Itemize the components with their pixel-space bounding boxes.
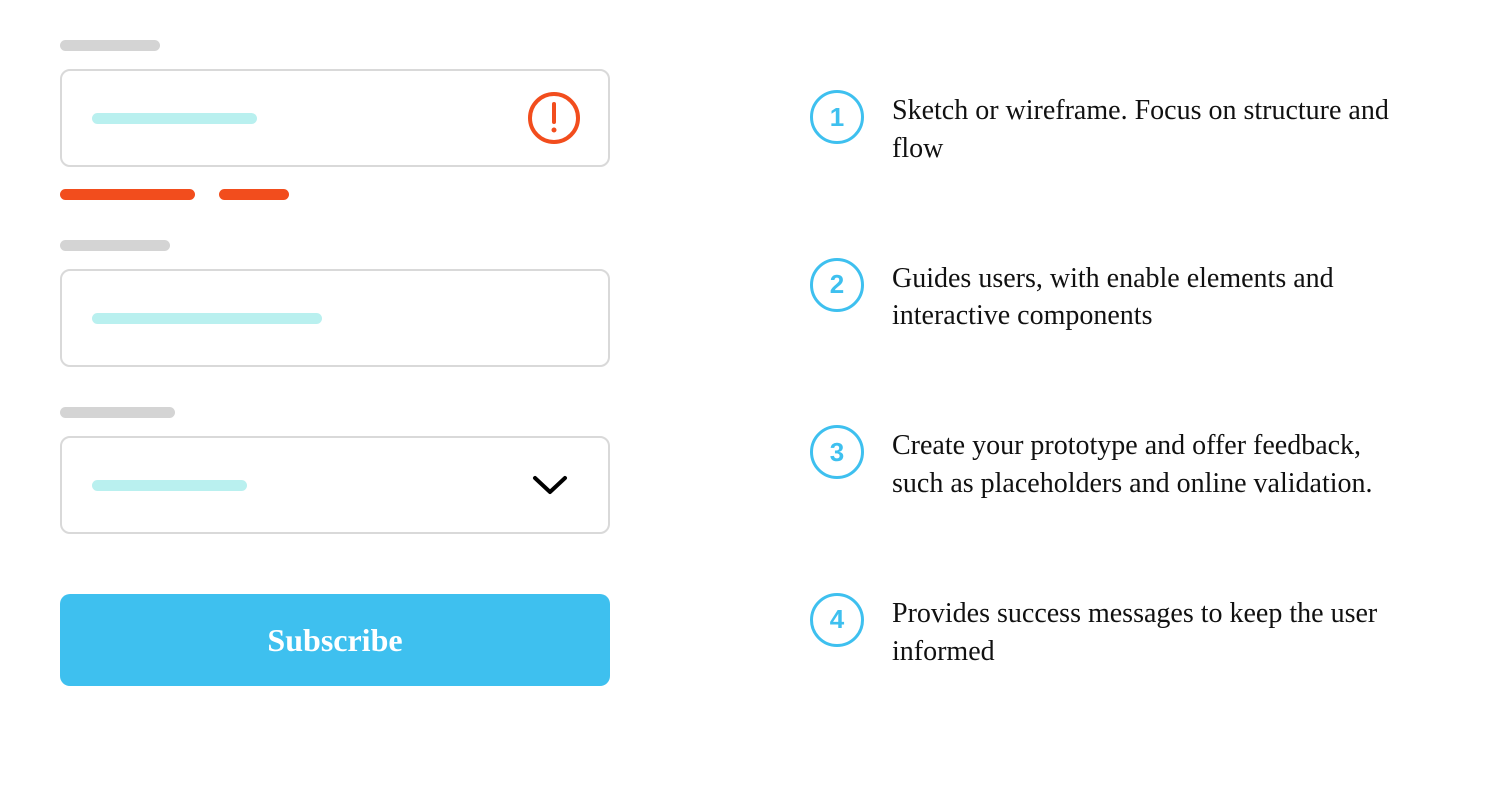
step-number-badge: 3 (810, 425, 864, 479)
select-input[interactable] (60, 436, 610, 534)
step-item: 4 Provides success messages to keep the … (810, 593, 1440, 671)
chevron-down-icon (532, 474, 568, 496)
input-placeholder-skeleton (92, 113, 257, 124)
text-input-error[interactable] (60, 69, 610, 167)
field-label-skeleton (60, 407, 175, 418)
field-label-skeleton (60, 40, 160, 51)
step-item: 1 Sketch or wireframe. Focus on structur… (810, 90, 1440, 168)
field-label-skeleton (60, 240, 170, 251)
error-skeleton-segment (60, 189, 195, 200)
input-placeholder-skeleton (92, 480, 247, 491)
subscribe-button[interactable]: Subscribe (60, 594, 610, 686)
input-placeholder-skeleton (92, 313, 322, 324)
error-skeleton-segment (219, 189, 289, 200)
steps-column: 1 Sketch or wireframe. Focus on structur… (810, 40, 1440, 760)
error-message-skeleton (60, 189, 610, 200)
step-number-badge: 2 (810, 258, 864, 312)
form-column: Subscribe (60, 40, 610, 760)
field-group-1 (60, 40, 610, 200)
step-description: Guides users, with enable elements and i… (892, 258, 1392, 336)
step-number-badge: 4 (810, 593, 864, 647)
step-description: Create your prototype and offer feedback… (892, 425, 1392, 503)
text-input[interactable] (60, 269, 610, 367)
alert-circle-icon (526, 90, 582, 146)
step-item: 2 Guides users, with enable elements and… (810, 258, 1440, 336)
field-group-2 (60, 240, 610, 367)
step-description: Sketch or wireframe. Focus on structure … (892, 90, 1392, 168)
step-number-badge: 1 (810, 90, 864, 144)
step-item: 3 Create your prototype and offer feedba… (810, 425, 1440, 503)
step-description: Provides success messages to keep the us… (892, 593, 1392, 671)
field-group-3 (60, 407, 610, 534)
